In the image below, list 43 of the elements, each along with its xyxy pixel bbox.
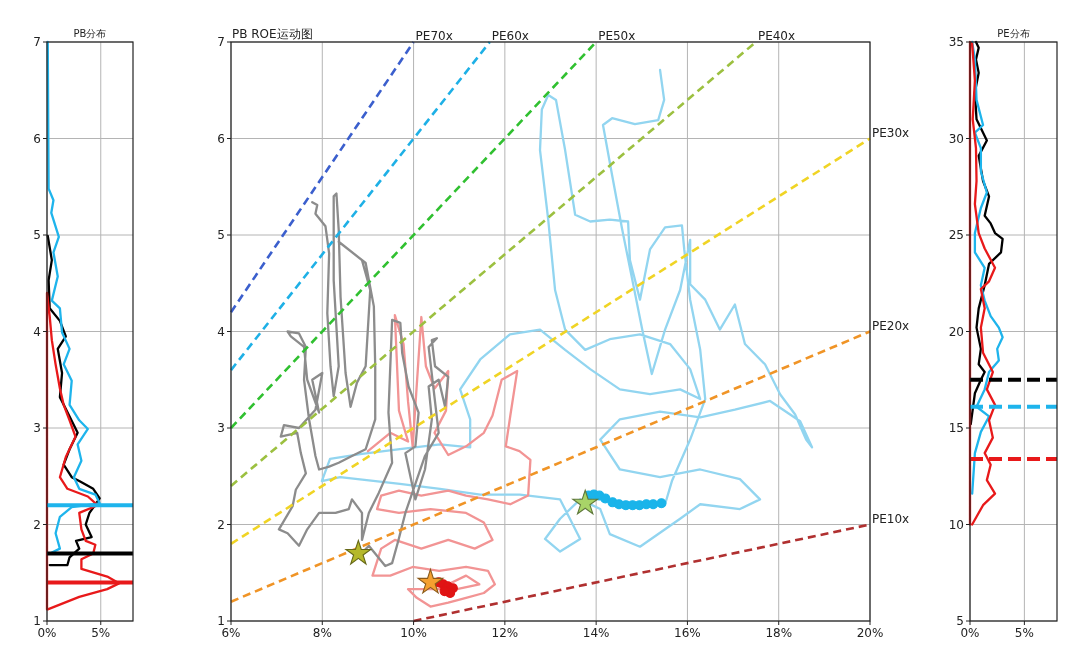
series-label: PE50x — [598, 29, 636, 43]
series-label: PE30x — [872, 125, 910, 140]
series-label: PE20x — [872, 318, 910, 333]
y-tick-label: 2 — [33, 517, 41, 532]
y-tick-label: 6 — [217, 131, 225, 146]
y-tick-label: 4 — [217, 324, 225, 339]
y-tick-label: 4 — [33, 324, 41, 339]
y-tick-label: 3 — [33, 421, 41, 436]
y-tick-label: 7 — [33, 35, 41, 50]
y-tick-label: 10 — [948, 517, 964, 532]
y-tick-label: 5 — [217, 228, 225, 243]
chart-title: PB分布 — [73, 28, 107, 39]
x-tick-label: 0% — [960, 626, 980, 640]
x-tick-label: 18% — [765, 626, 793, 640]
y-tick-label: 5 — [956, 614, 964, 629]
y-tick-label: 35 — [948, 35, 964, 50]
series-label: PE70x — [415, 29, 453, 43]
y-tick-label: 5 — [33, 228, 41, 243]
y-tick-label: 15 — [948, 421, 964, 436]
y-tick-label: 1 — [217, 614, 225, 629]
y-tick-label: 3 — [217, 421, 225, 436]
series-label: PE10x — [872, 511, 910, 526]
y-tick-label: 6 — [33, 131, 41, 146]
x-tick-label: 20% — [856, 626, 884, 640]
x-tick-label: 10% — [400, 626, 427, 640]
series-label: PE60x — [491, 29, 529, 43]
x-tick-label: 5% — [91, 626, 111, 640]
y-tick-label: 20 — [948, 324, 964, 339]
x-tick-label: 5% — [1014, 626, 1034, 640]
y-tick-label: 2 — [217, 517, 225, 532]
x-tick-label: 12% — [491, 626, 519, 640]
y-tick-label: 30 — [948, 131, 964, 146]
series-label: PE40x — [757, 29, 796, 43]
x-tick-label: 16% — [674, 626, 701, 640]
x-tick-label: 0% — [37, 626, 57, 640]
y-tick-label: 1 — [33, 614, 41, 629]
chart-title: PB ROE运动图 — [232, 27, 313, 41]
chart-title: PE分布 — [997, 28, 1030, 39]
x-tick-label: 6% — [221, 626, 241, 640]
x-tick-label: 14% — [582, 626, 610, 640]
y-tick-label: 7 — [217, 35, 225, 50]
x-tick-label: 8% — [312, 626, 332, 640]
y-tick-label: 25 — [948, 228, 964, 243]
